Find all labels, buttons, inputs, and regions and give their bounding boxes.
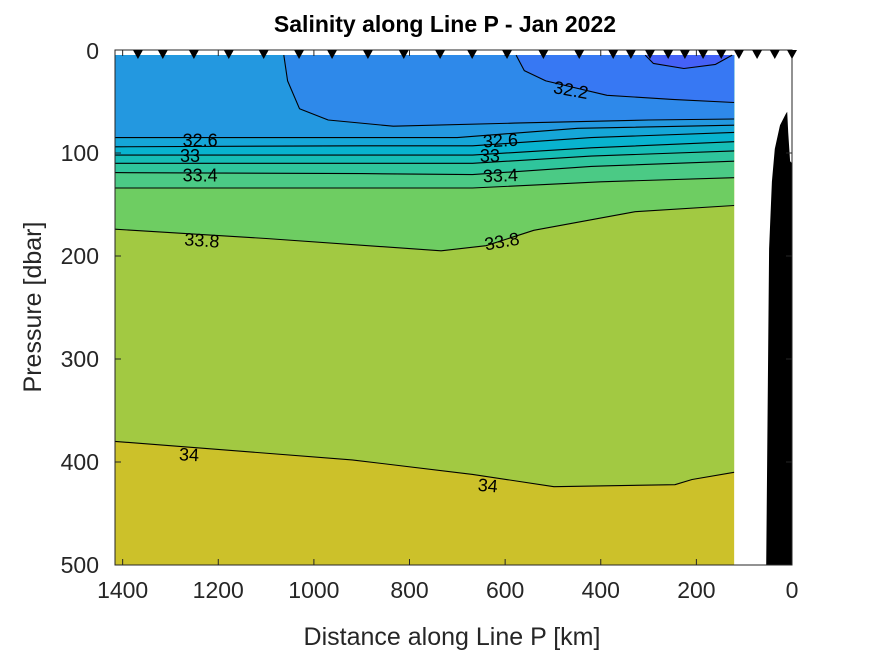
chart-title: Salinity along Line P - Jan 2022 <box>274 11 616 37</box>
x-axis-label: Distance along Line P [km] <box>304 623 601 651</box>
contour-label-group: 33 <box>180 146 200 166</box>
station-marker <box>223 50 234 59</box>
contour-line-33.4 <box>114 160 735 176</box>
x-tick-label: 1200 <box>193 577 244 603</box>
station-markers <box>132 50 797 59</box>
station-marker <box>752 50 763 59</box>
station-marker <box>769 50 780 59</box>
axes: 1400 1200 1000 800 600 400 200 0 0 100 200 300 400 50… <box>61 38 799 603</box>
station-marker <box>663 50 674 59</box>
x-tick-label: 200 <box>677 577 715 603</box>
axes-box <box>114 49 793 566</box>
station-marker <box>188 50 199 59</box>
station-marker <box>294 50 305 59</box>
station-marker <box>467 50 478 59</box>
station-marker <box>362 50 373 59</box>
station-marker <box>698 50 709 59</box>
contour-label-group: 34 <box>179 444 200 465</box>
station-marker <box>574 50 585 59</box>
station-marker <box>157 50 168 59</box>
station-marker <box>435 50 446 59</box>
station-marker <box>787 50 797 59</box>
contour-label-group: 33.4 <box>483 165 519 186</box>
y-tick-label: 0 <box>86 38 99 64</box>
station-marker <box>608 50 619 59</box>
x-tick-label: 600 <box>486 577 524 603</box>
contour-label: 33 <box>480 146 500 166</box>
contour-line-34 <box>114 440 735 488</box>
contour-label-group: 33.8 <box>184 229 220 251</box>
station-marker <box>398 50 409 59</box>
y-tick-label: 500 <box>61 552 99 578</box>
contour-line-32.2 <box>515 54 735 104</box>
station-marker <box>645 50 656 59</box>
x-tick-label: 1000 <box>288 577 339 603</box>
contour-line-33.6 <box>115 177 735 189</box>
station-marker <box>327 50 338 59</box>
station-marker <box>716 50 727 59</box>
y-tick-label: 400 <box>61 449 99 475</box>
contour-label: 32.6 <box>183 131 218 151</box>
contour-label-group: 32.6 <box>183 131 218 151</box>
y-tick-label: 200 <box>61 243 99 269</box>
contour-label: 34 <box>179 444 200 465</box>
contour-label-group: 34 <box>477 475 499 497</box>
y-axis-label: Pressure [dbar] <box>19 222 47 393</box>
contour-line-32.8 <box>114 131 735 148</box>
contour-label-group: 33 <box>480 146 500 166</box>
contour-line-32 <box>644 54 733 70</box>
contour-label-group: 33.4 <box>183 166 218 186</box>
contour-lines <box>114 54 735 488</box>
x-tick-label: 0 <box>786 577 799 603</box>
x-tick-label: 400 <box>582 577 620 603</box>
contour-label: 34 <box>477 475 499 497</box>
station-marker <box>679 50 690 59</box>
contour-line-33 <box>115 141 735 156</box>
y-tick-label: 300 <box>61 346 99 372</box>
x-tick-label: 800 <box>390 577 428 603</box>
station-marker <box>258 50 269 59</box>
y-tick-label: 100 <box>61 140 99 166</box>
x-tick-label: 1400 <box>97 577 148 603</box>
contour-line-32.6 <box>115 124 735 139</box>
contour-line-33.8 <box>114 204 735 252</box>
station-marker <box>502 50 513 59</box>
contour-label: 33.4 <box>183 166 218 186</box>
bathymetry <box>766 111 792 566</box>
contour-label-group: 32.6 <box>482 130 518 152</box>
contour-line-32.4 <box>283 55 735 127</box>
contour-label: 33.4 <box>483 165 519 186</box>
station-marker <box>132 50 143 59</box>
contour-fills <box>115 55 735 566</box>
bathymetry-shape <box>766 111 792 566</box>
contour-label: 33 <box>180 146 200 166</box>
contour-label: 32.6 <box>482 130 518 152</box>
station-marker <box>538 50 549 59</box>
station-marker <box>733 50 744 59</box>
station-marker <box>625 50 636 59</box>
contour-line-33.2 <box>115 150 735 164</box>
contour-label: 33.8 <box>184 229 220 251</box>
